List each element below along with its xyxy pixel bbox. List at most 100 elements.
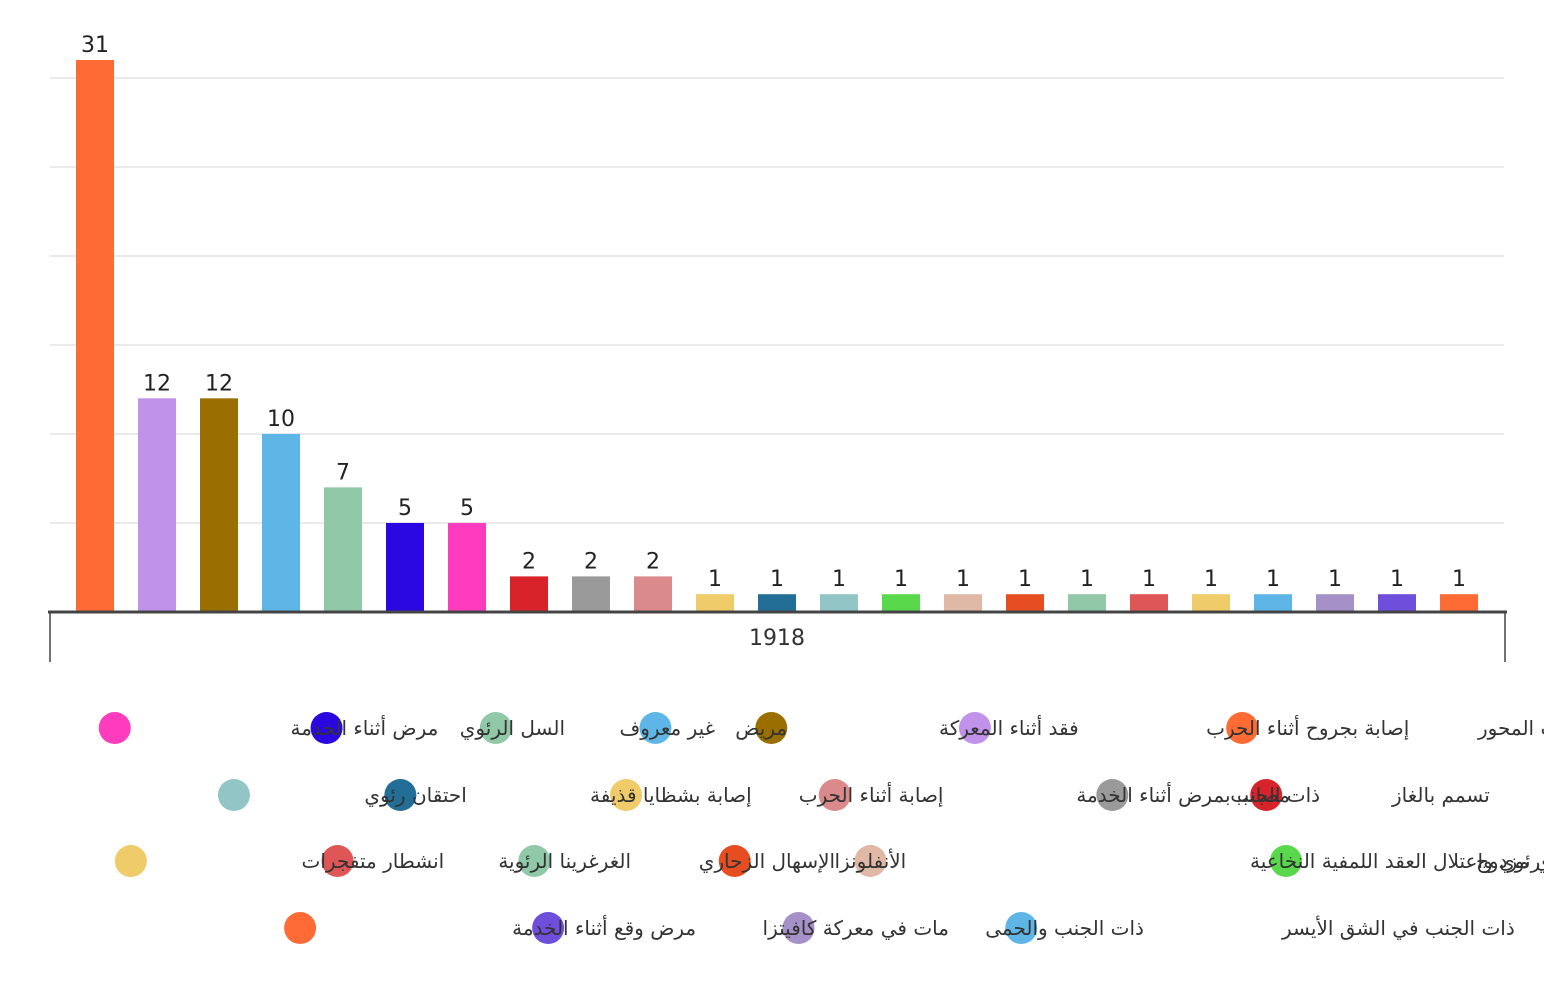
bar[interactable] [634, 576, 672, 612]
legend-swatch [1096, 779, 1129, 811]
legend-swatch [1226, 712, 1259, 744]
legend-label: السل الرئوي [460, 716, 565, 741]
legend-item[interactable]: ذات الجنب [1096, 779, 1320, 811]
bar-value-label: 1 [1266, 567, 1280, 592]
bar[interactable] [882, 594, 920, 612]
bar-value-label: 1 [708, 567, 722, 592]
legend-swatch [755, 712, 788, 744]
bar[interactable] [1192, 594, 1230, 612]
bar[interactable] [1068, 594, 1106, 612]
bar-value-label: 5 [460, 496, 474, 521]
bar-value-label: 10 [267, 407, 295, 432]
legend-label: إصابة بجروح أثناء الحرب [1206, 715, 1409, 741]
bar[interactable] [820, 594, 858, 612]
legend-item[interactable]: احتقان رئوي [217, 779, 467, 811]
legend-swatch [854, 845, 887, 877]
legend-item[interactable]: مصاب بمرض أثناء الخدمة [818, 779, 1290, 811]
bar[interactable] [1254, 594, 1292, 612]
legend-item[interactable]: إصابة أثناء الحرب [610, 779, 943, 811]
legend-label: مصاب بمرض أثناء الخدمة [1076, 782, 1290, 807]
legend-swatch [958, 712, 991, 744]
legend-swatch [1250, 779, 1283, 811]
legend-swatch [532, 912, 565, 944]
legend-swatch [217, 779, 250, 811]
bar[interactable] [696, 594, 734, 612]
bar[interactable] [1440, 594, 1478, 612]
bar[interactable] [448, 522, 486, 612]
legend-item[interactable]: احتقان رئوي واعتلال العقد اللمفية النخاع… [854, 845, 1544, 877]
bar[interactable] [262, 433, 300, 612]
legend-label: احتقان رئوي مزدوج [1476, 849, 1544, 874]
bar[interactable] [138, 398, 176, 612]
bar-value-label: 5 [398, 496, 412, 521]
bar-value-label: 1 [1018, 567, 1032, 592]
bar[interactable] [510, 576, 548, 612]
bar-value-label: 2 [584, 549, 598, 574]
legend-swatch [1005, 912, 1038, 944]
legend-item[interactable]: انشطار متفجرات [114, 845, 445, 877]
bar[interactable] [758, 594, 796, 612]
legend-swatch [639, 712, 672, 744]
legend-label: ذات الجنب والحمى [985, 916, 1144, 940]
legend-swatch [818, 779, 851, 811]
bar[interactable] [572, 576, 610, 612]
legend-item[interactable]: غير معروف [479, 712, 715, 744]
legend-item[interactable]: إصابة بجروح أثناء الحرب [958, 712, 1409, 744]
legend-item[interactable]: السل الرئوي [310, 712, 565, 744]
bar-value-label: 2 [646, 549, 660, 574]
legend-swatch [518, 845, 551, 877]
legend-item[interactable]: مات في معركة كافيتزا [532, 912, 949, 944]
legend[interactable]: قتل على يد قوات المحور إصابة بجروح أثناء … [98, 712, 1544, 944]
legend-swatch [310, 712, 343, 744]
legend-label: قتل على يد قوات المحور [1477, 716, 1544, 740]
bar-value-label: 1 [1328, 567, 1342, 592]
legend-item[interactable]: تسمم بالغاز [1250, 779, 1490, 811]
bar-value-label: 12 [143, 371, 171, 396]
bar-value-label: 2 [522, 549, 536, 574]
bar[interactable] [324, 487, 362, 612]
bars [76, 60, 1478, 612]
legend-item[interactable]: احتقان رئوي مزدوج [1269, 845, 1544, 877]
bar[interactable] [76, 60, 114, 612]
legend-swatch [718, 845, 751, 877]
legend-swatch [384, 779, 417, 811]
legend-label: انشطار متفجرات [302, 849, 445, 873]
bar-value-label: 1 [1390, 567, 1404, 592]
legend-swatch [114, 845, 147, 877]
bar-value-label: 1 [1080, 567, 1094, 592]
legend-label: الأنفلونزا [834, 849, 906, 873]
bar[interactable] [944, 594, 982, 612]
bar[interactable] [1378, 594, 1416, 612]
bar-value-label: 1 [770, 567, 784, 592]
legend-label: احتقان رئوي [364, 783, 466, 808]
legend-item[interactable]: الأنفلونزا [718, 845, 907, 877]
bar[interactable] [1006, 594, 1044, 612]
bar[interactable] [200, 398, 238, 612]
legend-label: مات في معركة كافيتزا [763, 916, 949, 941]
legend-swatch [321, 845, 354, 877]
legend-swatch [284, 912, 317, 944]
legend-item[interactable]: ذات الجنب في الشق الأيسر [1005, 912, 1515, 944]
bar[interactable] [1130, 594, 1168, 612]
legend-item[interactable]: مرض وقع أثناء الخدمة [284, 912, 696, 944]
legend-item[interactable]: الإسهال الزحاري [518, 845, 835, 877]
bar[interactable] [386, 522, 424, 612]
legend-item[interactable]: مريض [639, 712, 787, 744]
legend-item[interactable]: فقد أثناء المعركة [755, 712, 1079, 744]
legend-item[interactable]: الغرغرينا الرئوية [321, 845, 632, 877]
legend-label: إصابة بشظايا قذيفة [590, 783, 752, 808]
legend-label: الغرغرينا الرئوية [498, 849, 631, 873]
legend-item[interactable]: مرض أثناء الخدمة [98, 712, 439, 744]
x-axis: 1918 [48, 610, 1507, 662]
bar[interactable] [1316, 594, 1354, 612]
legend-item[interactable]: ذات الجنب والحمى [782, 912, 1144, 944]
legend-item[interactable]: قتل على يد قوات المحور [1226, 712, 1544, 744]
bar-value-label: 31 [81, 33, 109, 58]
legend-label: تسمم بالغاز [1391, 783, 1490, 807]
bar-value-label: 1 [1142, 567, 1156, 592]
legend-label: احتقان رئوي واعتلال العقد اللمفية النخاع… [1250, 849, 1544, 874]
legend-item[interactable]: إصابة بشظايا قذيفة [384, 779, 752, 811]
legend-swatch [479, 712, 512, 744]
value-labels: 31 12 12 10 7 5 5 2 2 2 1 1 1 1 1 1 1 1 1 1 1 1 1 [81, 33, 1466, 592]
